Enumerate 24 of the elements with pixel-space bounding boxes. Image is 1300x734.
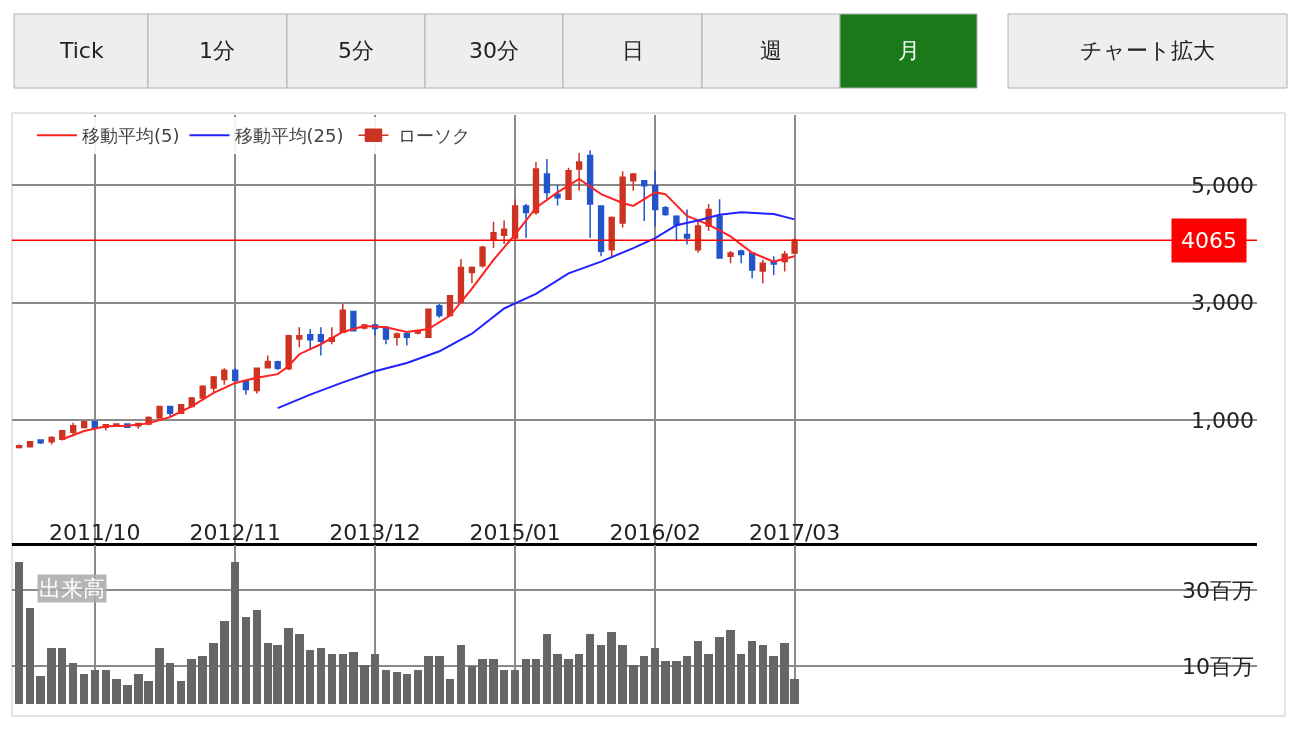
text: 日 (622, 38, 644, 63)
legend-label: 移動平均(25) (234, 125, 344, 147)
text: 5分 (338, 38, 374, 63)
legend-label: ローソク (398, 125, 471, 147)
series-label: 出来高 (39, 576, 105, 601)
legend-label: 移動平均(5) (82, 125, 180, 147)
y-tick-label: 30百万 (1182, 578, 1254, 604)
y-tick-label: 5,000 (1191, 173, 1254, 199)
x-tick-label: 2015/01 (469, 520, 561, 545)
x-tick-label: 2013/12 (329, 520, 421, 545)
text: Tick (59, 38, 104, 63)
x-tick-label: 2016/02 (609, 520, 701, 545)
x-tick-label: 2011/10 (49, 520, 141, 545)
x-tick-label: 2012/11 (189, 520, 281, 545)
x-tick-label: 2017/03 (748, 520, 841, 545)
text: 30分 (469, 38, 519, 63)
text: チャート拡大 (1080, 38, 1215, 63)
text: 月 (898, 38, 920, 63)
y-tick-label: 1,000 (1191, 407, 1254, 433)
ref-line-label: 4065 (1181, 228, 1237, 253)
text: 週 (760, 38, 782, 63)
text: 1分 (199, 38, 235, 63)
y-tick-label: 10百万 (1182, 653, 1254, 679)
y-tick-label: 3,000 (1191, 290, 1254, 316)
